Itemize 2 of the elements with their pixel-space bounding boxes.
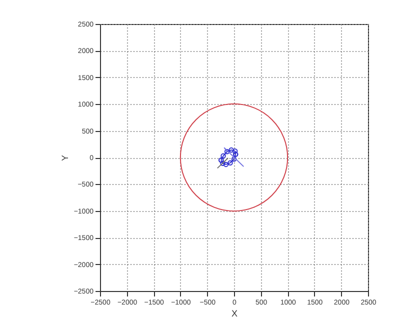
- x-axis-title: X: [231, 308, 238, 318]
- y-axis-title: Y: [60, 154, 70, 162]
